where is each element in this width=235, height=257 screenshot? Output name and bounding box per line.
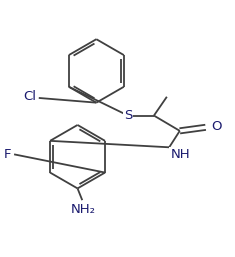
- Text: NH₂: NH₂: [71, 203, 96, 216]
- Text: F: F: [4, 148, 12, 161]
- Text: S: S: [124, 109, 132, 122]
- Text: NH: NH: [170, 148, 190, 161]
- Text: Cl: Cl: [24, 90, 36, 103]
- Text: O: O: [212, 120, 222, 133]
